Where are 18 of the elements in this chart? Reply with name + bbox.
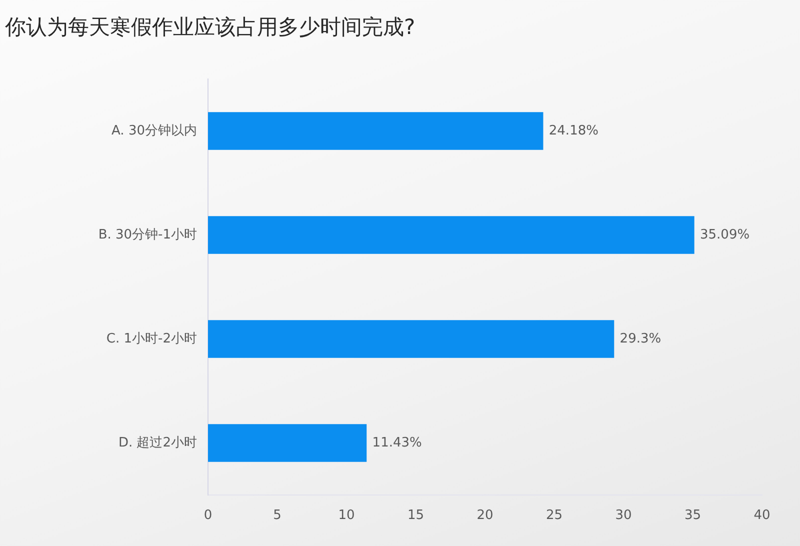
data-label: 11.43% (372, 435, 422, 450)
x-tick-label: 5 (273, 508, 282, 524)
x-tick-label: 20 (476, 508, 494, 524)
y-tick-label: D. 超过2小时 (118, 435, 197, 450)
chart-title: 你认为每天寒假作业应该占用多少时间完成? (5, 14, 416, 40)
x-tick-label: 10 (338, 508, 355, 524)
data-label: 35.09% (700, 227, 750, 242)
y-tick-label: C. 1小时-2小时 (106, 331, 197, 346)
x-tick-label: 30 (615, 508, 632, 524)
x-tick-label: 15 (407, 508, 424, 524)
y-tick-label: A. 30分钟以内 (112, 123, 197, 138)
data-label: 29.3% (620, 331, 662, 346)
x-tick-label: 35 (684, 508, 702, 524)
data-label: 24.18% (548, 123, 598, 138)
y-tick-label: B. 30分钟-1小时 (98, 227, 197, 242)
x-tick-label: 25 (546, 508, 563, 524)
x-tick-label: 40 (754, 508, 770, 524)
x-tick-label: 0 (204, 508, 212, 524)
